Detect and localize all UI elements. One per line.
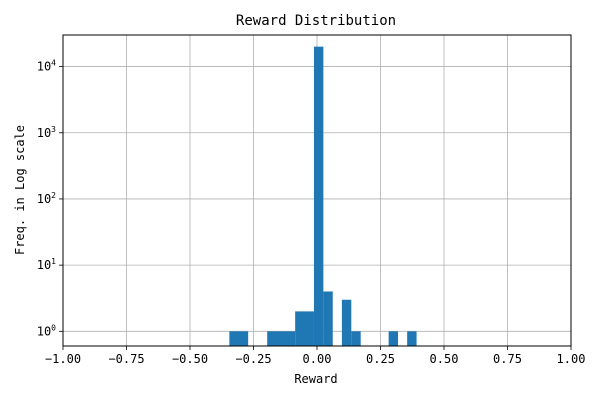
histogram-bar-6 [351, 331, 361, 346]
x-axis-ticks: −1.00 −0.75 −0.50 −0.25 0.00 0.25 0.50 0.75 1.00 [45, 346, 586, 366]
histogram-bar-3 [313, 46, 324, 347]
x-tick-label-6: 0.50 [430, 352, 459, 366]
y-tick-label-2: 102 [37, 191, 56, 206]
y-tick-label-0: 100 [37, 323, 56, 338]
x-tick-label-2: −0.50 [172, 352, 208, 366]
histogram-bar-5 [341, 299, 352, 346]
y-tick-label-3: 103 [37, 125, 56, 140]
y-axis-label: Freq. in Log scale [13, 125, 27, 255]
histogram-bars [229, 46, 417, 347]
x-tick-label-5: 0.25 [366, 352, 395, 366]
y-tick-label-1: 101 [37, 257, 56, 272]
histogram-bar-7 [388, 331, 399, 346]
chart-title: Reward Distribution [236, 13, 396, 29]
x-tick-label-7: 0.75 [493, 352, 522, 366]
x-tick-label-3: −0.25 [235, 352, 271, 366]
x-tick-label-8: 1.00 [557, 352, 586, 366]
x-tick-label-0: −1.00 [45, 352, 81, 366]
histogram-bar-4 [323, 291, 333, 346]
x-tick-label-4: 0.00 [303, 352, 332, 366]
histogram-bar-8 [407, 331, 417, 346]
x-axis-label: Reward [294, 372, 337, 386]
y-axis-ticks: 100 101 102 103 104 [37, 59, 63, 338]
y-tick-label-4: 104 [37, 59, 56, 74]
histogram-bar-2 [295, 311, 314, 346]
histogram-bar-1 [267, 331, 296, 346]
x-tick-label-1: −0.75 [108, 352, 144, 366]
histogram-bar-0 [229, 331, 249, 346]
